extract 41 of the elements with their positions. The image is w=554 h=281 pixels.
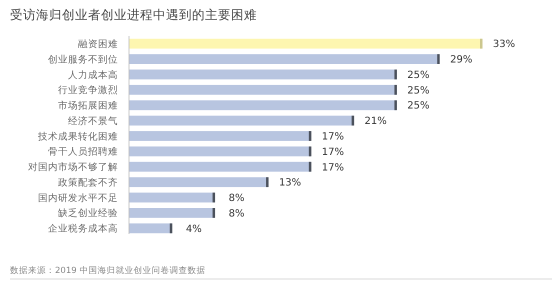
y-tick-label: 行业竞争激烈 — [58, 84, 118, 96]
data-label: 25% — [407, 70, 430, 81]
bar — [129, 54, 440, 64]
y-tick-label: 对国内市场不够了解 — [28, 161, 118, 174]
bar — [129, 116, 354, 126]
y-tick-label: 创业服务不到位 — [48, 53, 118, 66]
data-label: 8% — [228, 208, 245, 220]
data-label: 17% — [322, 162, 344, 174]
bar — [129, 38, 482, 49]
y-tick-label: 经济不景气 — [68, 114, 118, 127]
data-label: 29% — [450, 54, 472, 66]
data-label: 8% — [228, 193, 245, 204]
data-label: 33% — [492, 39, 516, 50]
bar — [129, 131, 311, 141]
y-tick-label: 融资困难 — [78, 38, 118, 50]
y-tick-label: 企业税务成本高 — [48, 222, 118, 235]
y-tick-label: 政策配套不齐 — [58, 176, 118, 188]
data-label: 13% — [278, 178, 302, 189]
y-tick-label: 骨干人员招聘难 — [48, 146, 118, 158]
y-tick-label: 技术成果转化困难 — [37, 130, 118, 142]
data-label: 17% — [322, 146, 344, 158]
data-label: 17% — [322, 132, 344, 142]
y-tick-label: 国内研发水平不足 — [38, 192, 118, 204]
chart-title: 受访海归创业者创业进程中遇到的主要困难 — [10, 7, 257, 22]
bar — [129, 146, 311, 156]
bar — [129, 177, 268, 188]
data-label: 25% — [407, 85, 430, 96]
y-tick-label: 市场拓展困难 — [58, 100, 118, 112]
y-tick-label: 缺乏创业经验 — [58, 207, 118, 220]
bar — [129, 192, 215, 202]
bar — [129, 84, 396, 95]
data-label: 21% — [364, 116, 387, 128]
bar — [129, 70, 396, 80]
bar — [129, 100, 396, 110]
bar — [129, 223, 172, 234]
bar — [129, 162, 311, 172]
data-label: 4% — [186, 224, 202, 235]
bar — [129, 208, 215, 218]
source-note: 数据来源：2019 中国海归就业创业问卷调查数据 — [10, 265, 206, 276]
data-label: 25% — [407, 100, 430, 112]
y-tick-label: 人力成本高 — [68, 68, 118, 81]
